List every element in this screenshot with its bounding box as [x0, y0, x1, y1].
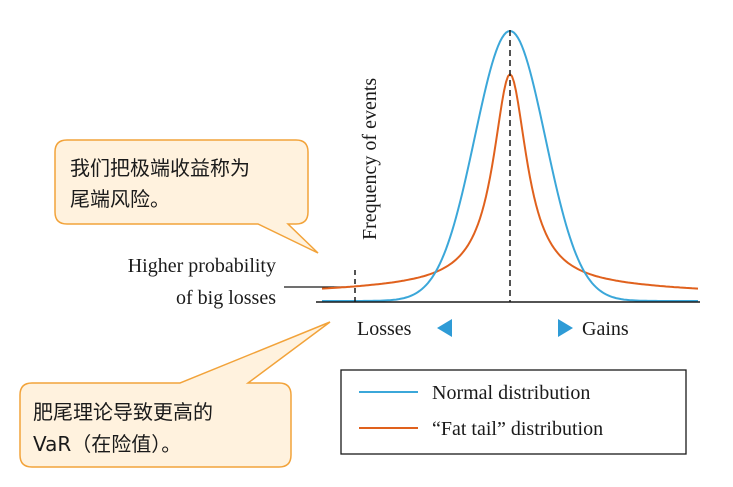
- callout-top-line1: 我们把极端收益称为: [70, 156, 250, 180]
- annotation-line2: of big losses: [176, 287, 276, 309]
- legend-label-fat-tail: “Fat tail” distribution: [432, 418, 603, 440]
- callout-bottom-line2: VaR（在险值）。: [33, 432, 181, 456]
- gains-label: Gains: [582, 318, 629, 340]
- callout-top-bubble: [54, 139, 319, 254]
- callout-bottom-line1: 肥尾理论导致更高的: [33, 400, 213, 424]
- annotation-line1: Higher probability: [128, 255, 276, 277]
- y-axis-label: Frequency of events: [359, 78, 381, 240]
- callout-bottom-bubble: [19, 321, 331, 468]
- left-arrow-icon: [437, 319, 452, 337]
- legend-box: [340, 369, 687, 455]
- losses-label: Losses: [357, 318, 412, 340]
- right-arrow-icon: [558, 319, 573, 337]
- legend-label-normal: Normal distribution: [432, 382, 590, 404]
- callout-top-line2: 尾端风险。: [70, 187, 170, 211]
